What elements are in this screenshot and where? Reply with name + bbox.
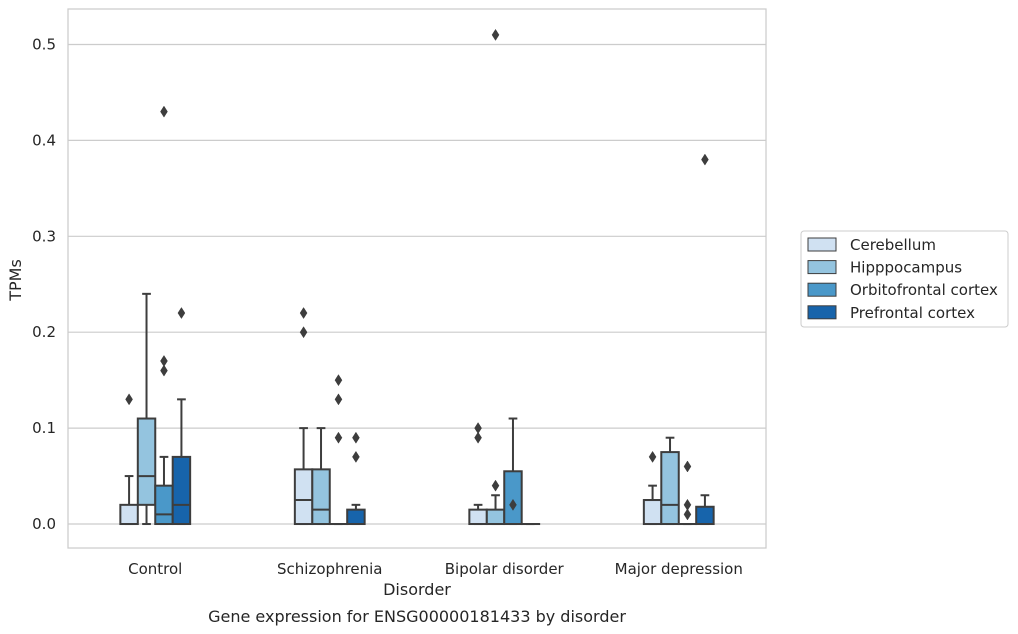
box [311,427,331,526]
outlier-point [352,431,360,444]
legend-label: Cerebellum [850,236,936,254]
box-series-group [119,28,715,526]
y-tick-label: 0.2 [32,323,56,341]
series-cerebellum [119,307,663,526]
box-body [468,508,488,526]
outlier-point [474,422,482,435]
legend-swatch [807,237,837,252]
y-axis-label: TPMs [6,259,25,302]
outlier-point [160,355,168,367]
box-body [293,468,314,526]
legend-label: Prefrontal cortex [850,304,975,322]
outlier-point [683,498,692,511]
box-body [171,455,192,526]
x-tick-labels: Control Schizophrenia Bipolar disorder Majo… [128,560,743,578]
x-axis-label: Disorder [383,580,451,599]
box-body [311,468,331,526]
box-body [136,417,157,506]
box [346,431,366,526]
y-tick-label: 0.4 [32,131,56,149]
box-body [485,508,506,526]
y-tick-label: 0.5 [32,35,56,53]
outlier-point [334,393,343,406]
x-tick-label: Bipolar disorder [445,560,565,578]
outlier-point [491,28,500,41]
box [293,307,314,526]
legend-frame [800,230,1009,328]
box-body [346,508,366,526]
outlier-point [160,364,168,377]
box-body [154,484,174,526]
outlier-point [177,307,186,319]
legend-label: Hipppocampus [850,259,962,277]
box [136,292,157,526]
outlier-point [125,393,133,406]
plot-frame [67,8,767,549]
outlier-point [352,450,360,463]
box-body [119,503,139,526]
box-body [503,470,523,526]
legend-swatch [807,282,837,297]
outlier-point [683,508,692,521]
outlier-point [509,498,517,511]
outlier-point [334,374,343,387]
outlier-point [474,431,482,444]
box [695,153,715,526]
y-tick-label: 0.1 [32,419,56,437]
box-body [695,505,715,526]
series-hipppocampus [136,28,680,526]
x-tick-label: Control [128,560,182,578]
legend-label: Orbitofrontal cortex [850,281,998,299]
series-prefrontal-cortex [171,153,715,526]
outlier-point [334,431,343,444]
box-body [660,451,680,526]
y-tick-labels: 0.0 0.1 0.2 0.3 0.4 0.5 [32,35,56,533]
box [485,28,506,526]
chart-caption: Gene expression for ENSG00000181433 by d… [208,607,626,626]
box [171,307,192,526]
box [154,105,174,526]
outlier-point [299,326,308,339]
box [660,436,680,526]
box-body [642,499,663,526]
y-tick-label: 0.3 [32,227,56,245]
box [468,422,488,526]
y-tick-label: 0.0 [32,515,56,533]
outlier-point [491,479,500,492]
outlier-point [701,153,709,166]
box [642,450,663,526]
series-orbitofrontal-cortex [154,105,698,526]
box [503,417,523,526]
legend: Cerebellum Hipppocampus Orbitofrontal cort… [800,230,1009,328]
legend-swatch [807,305,837,320]
outlier-point [160,105,168,118]
legend-items: Cerebellum Hipppocampus Orbitofrontal cort… [807,236,998,322]
outlier-point [648,450,657,463]
legend-swatch [807,260,837,275]
x-tick-label: Schizophrenia [277,560,382,578]
box [119,393,139,526]
x-tick-label: Major depression [615,560,743,578]
box [677,460,698,526]
outlier-point [299,307,308,319]
outlier-point [683,460,692,473]
box [328,374,349,526]
